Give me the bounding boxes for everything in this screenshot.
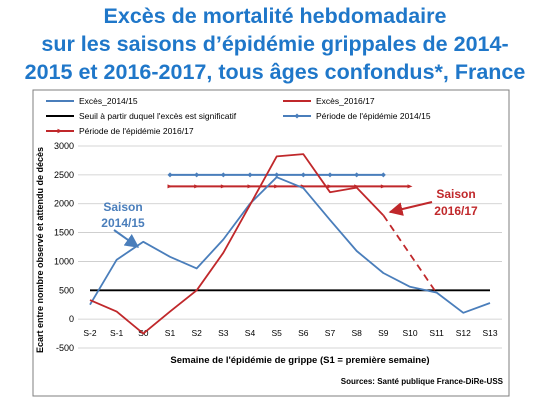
period-2016-17-line-point [380, 184, 386, 189]
annotation-2016-17-line2: 2016/17 [434, 204, 478, 218]
annotation-2014-15-arrow [113, 229, 140, 248]
period-2016-17-line-point [327, 184, 333, 189]
x-tick-label: S2 [191, 328, 202, 338]
y-axis: -500 0 500 1000 1500 2000 2500 3000 [54, 141, 74, 353]
excess-2016-17-projection [382, 214, 438, 294]
annotations: Saison 2014/15 Saison 2016/17 [101, 187, 478, 248]
legend-label: Période de l'épidémie 2016/17 [79, 126, 194, 136]
period-2014-15-line-point [220, 172, 226, 178]
legend-marker [294, 113, 300, 119]
x-axis-label: Semaine de l'épidémie de grippe (S1 = pr… [170, 355, 429, 366]
x-tick-label: S11 [429, 328, 444, 338]
title-line-3: 2015 et 2016-2017, tous âges confondus*,… [24, 60, 526, 84]
period-2014-15-line-point [247, 172, 253, 178]
x-tick-label: S9 [378, 328, 389, 338]
title-line-2: sur les saisons d’épidémie grippales de … [41, 32, 509, 56]
x-tick-label: S10 [402, 328, 417, 338]
chart-frame [32, 89, 510, 397]
annotation-2016-17-line1: Saison [436, 187, 475, 201]
y-tick-label: 0 [69, 314, 74, 324]
legend-label: Période de l'épidémie 2014/15 [316, 111, 431, 121]
period-2016-17-line-point [407, 184, 413, 189]
x-tick-label: S-1 [110, 328, 124, 338]
period-2014-15-line-point [380, 172, 386, 178]
legend-marker [57, 128, 63, 134]
period-2016-17-line-point [274, 184, 280, 189]
period-2014-15-line-point [167, 172, 173, 178]
period-2016-17-line-point [220, 184, 226, 189]
annotation-2014-15-line2: 2014/15 [101, 216, 145, 230]
y-tick-label: -500 [56, 343, 74, 353]
y-axis-label: Ecart entre nombre observé et attendu de… [35, 147, 45, 353]
period-2014-15-line-point [354, 172, 360, 178]
title-line-1: Excès de mortalité hebdomadaire [103, 4, 447, 28]
x-tick-label: S7 [325, 328, 336, 338]
y-tick-label: 3000 [54, 141, 74, 151]
x-tick-label: S12 [456, 328, 471, 338]
legend: Excès_2014/15 Excès_2016/17 Seuil à partir… [46, 96, 431, 136]
series-group [89, 153, 491, 335]
y-tick-label: 2000 [54, 199, 74, 209]
y-tick-label: 2500 [54, 170, 74, 180]
grid-lines [78, 145, 502, 349]
y-tick-label: 1500 [54, 228, 74, 238]
excess-2014-15-line [89, 176, 491, 314]
x-tick-label: S-2 [83, 328, 97, 338]
period-2014-15-line-point [194, 172, 200, 178]
y-tick-label: 1000 [54, 256, 74, 266]
annotation-2016-17-arrow [388, 201, 433, 216]
period-2014-15-line-point [274, 172, 280, 178]
annotation-2014-15-line1: Saison [103, 200, 142, 214]
x-tick-label: S13 [482, 328, 497, 338]
period-2016-17-line-point [167, 184, 173, 189]
x-tick-label: S3 [218, 328, 229, 338]
period-2016-17-line-point [247, 184, 253, 189]
legend-label: Seuil à partir duquel l'excès est signif… [79, 111, 237, 121]
x-tick-label: S5 [271, 328, 282, 338]
period-2016-17-line-point [194, 184, 200, 189]
legend-label: Excès_2014/15 [79, 96, 138, 106]
source-note: Sources: Santé publique France-DiRe-USS [341, 377, 504, 386]
chart-title: Excès de mortalité hebdomadaire sur les … [0, 2, 550, 86]
x-tick-label: S1 [165, 328, 176, 338]
legend-label: Excès_2016/17 [316, 96, 375, 106]
y-tick-label: 500 [59, 285, 74, 295]
x-axis: S-2 S-1 S0 S1 S2 S3 S4 S5 S6 S7 S8 S9 S10 S11 S12 S13 [83, 328, 497, 338]
period-2014-15-line-point [327, 172, 333, 178]
x-tick-label: S4 [245, 328, 256, 338]
excess-2016-17-line [89, 153, 384, 335]
x-tick-label: S8 [351, 328, 362, 338]
period-2014-15-line-point [300, 172, 306, 178]
x-tick-label: S6 [298, 328, 309, 338]
